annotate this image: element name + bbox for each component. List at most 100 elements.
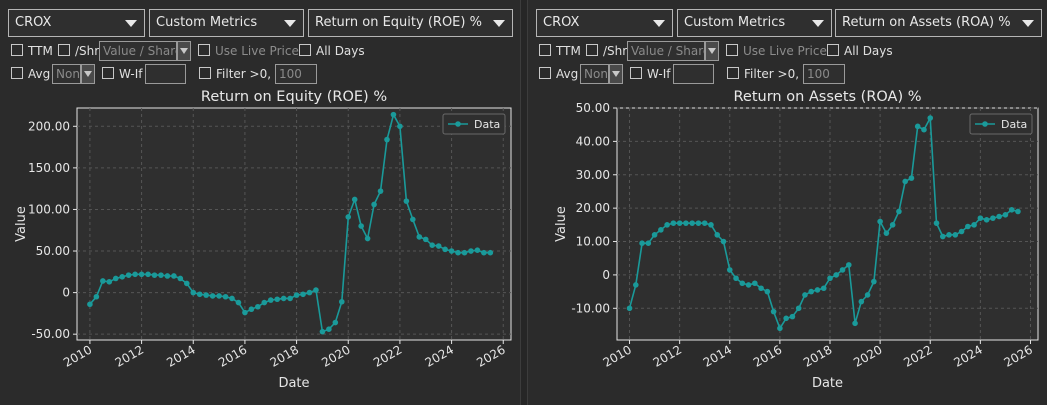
x-tick-label: 2024 (423, 342, 456, 369)
data-point (658, 227, 664, 233)
filter-input[interactable]: 100 (803, 64, 845, 84)
data-point (300, 291, 306, 298)
avg-dropdown-button[interactable] (609, 64, 623, 84)
checkbox-icon (727, 67, 739, 79)
data-point (996, 213, 1002, 220)
w-if-input[interactable] (673, 64, 714, 84)
w-if-input[interactable] (145, 64, 186, 84)
data-point (827, 275, 833, 282)
data-point (645, 240, 652, 246)
data-point (280, 295, 287, 302)
data-point (632, 282, 639, 288)
data-point (758, 285, 764, 292)
per-share-checkbox[interactable]: /Shr (58, 42, 99, 60)
data-point (683, 220, 689, 226)
w-if-checkbox[interactable]: W-If (630, 65, 670, 83)
data-point (664, 222, 670, 228)
avg-select[interactable]: Non (580, 64, 609, 84)
ttm-checkbox[interactable]: TTM (539, 42, 581, 60)
data-point (384, 136, 390, 143)
metric-select[interactable]: Return on Assets (ROA) % (835, 9, 1042, 37)
data-point (770, 308, 777, 315)
y-tick-label: 200.00 (28, 119, 70, 133)
x-tick-label: 2022 (371, 342, 404, 369)
data-point (902, 178, 908, 185)
data-point (112, 275, 119, 282)
data-point (802, 292, 808, 298)
data-point (670, 220, 677, 226)
data-point (145, 271, 151, 278)
x-tick-label: 2018 (801, 342, 834, 369)
value-share-input[interactable]: Value / Share (99, 41, 177, 61)
data-point (795, 305, 802, 312)
data-point (338, 298, 345, 305)
data-point (222, 293, 229, 300)
metric-set-select[interactable]: Custom Metrics (149, 9, 304, 37)
data-point (364, 235, 371, 242)
x-axis-label: Date (278, 376, 309, 391)
ticker-select[interactable]: CROX (536, 9, 673, 37)
use-live-price-checkbox[interactable]: Use Live Price (198, 42, 299, 60)
data-point (689, 220, 695, 226)
metric-value: Return on Equity (ROE) % (315, 15, 482, 30)
y-tick-label: -10.00 (571, 301, 610, 315)
all-days-label: All Days (316, 44, 365, 58)
avg-dropdown-button[interactable] (81, 64, 95, 84)
avg-checkbox[interactable]: Avg (539, 65, 578, 83)
data-point (481, 249, 487, 256)
metric-set-select[interactable]: Custom Metrics (677, 9, 832, 37)
y-tick-label: 10.00 (576, 235, 610, 249)
ttm-checkbox[interactable]: TTM (11, 42, 53, 60)
plot-area (76, 107, 512, 341)
per-share-checkbox[interactable]: /Shr (586, 42, 627, 60)
y-tick-label: -50.00 (31, 327, 70, 341)
w-if-label: W-If (119, 67, 143, 81)
value-share-dropdown-button[interactable] (705, 41, 719, 61)
y-tick-label: 50.00 (36, 244, 70, 258)
x-tick-label: 2012 (113, 342, 146, 369)
x-tick-label: 2018 (268, 342, 301, 369)
x-tick-label: 2020 (319, 342, 352, 369)
avg-select[interactable]: Non (52, 64, 81, 84)
y-tick-label: 30.00 (576, 168, 610, 182)
filter-input[interactable]: 100 (275, 64, 317, 84)
data-point (676, 220, 683, 226)
avg-checkbox[interactable]: Avg (11, 65, 50, 83)
data-point (752, 280, 758, 287)
checkbox-icon (586, 44, 598, 56)
data-point (416, 234, 423, 240)
roa-chart: -10.00 0 10.00 20.00 30.00 40.00 50.00 2010 2012… (554, 89, 1039, 391)
data-point (319, 328, 326, 335)
data-point (971, 222, 977, 228)
y-tick-label: 0 (602, 268, 610, 282)
all-days-checkbox[interactable]: All Days (299, 42, 365, 60)
ticker-select[interactable]: CROX (8, 9, 145, 37)
x-axis-label: Date (812, 376, 843, 391)
all-days-checkbox[interactable]: All Days (827, 42, 893, 60)
data-point (410, 216, 416, 223)
checkbox-icon (630, 67, 642, 79)
data-point (921, 126, 927, 133)
checkbox-icon (299, 44, 311, 56)
value-share-input[interactable]: Value / Share (627, 41, 705, 61)
data-point (626, 305, 633, 312)
checkbox-icon (539, 67, 551, 79)
metric-value: Return on Assets (ROA) % (842, 15, 1011, 30)
data-point (229, 295, 235, 302)
use-live-price-checkbox[interactable]: Use Live Price (726, 42, 827, 60)
data-point (933, 220, 940, 226)
data-point (351, 196, 358, 203)
data-point (745, 282, 752, 288)
filter-checkbox[interactable]: Filter >0, < (199, 65, 285, 83)
panel-divider[interactable] (520, 0, 528, 405)
filter-checkbox[interactable]: Filter >0, < (727, 65, 813, 83)
w-if-checkbox[interactable]: W-If (102, 65, 142, 83)
data-point (293, 292, 300, 298)
x-tick-label: 2010 (61, 342, 94, 369)
y-tick-label: 50.00 (576, 101, 610, 115)
y-axis-label: Value (14, 206, 29, 242)
value-share-dropdown-button[interactable] (177, 41, 191, 61)
metric-select[interactable]: Return on Equity (ROE) % (308, 9, 513, 37)
data-point (726, 267, 733, 273)
avg-value: Non (56, 67, 80, 81)
